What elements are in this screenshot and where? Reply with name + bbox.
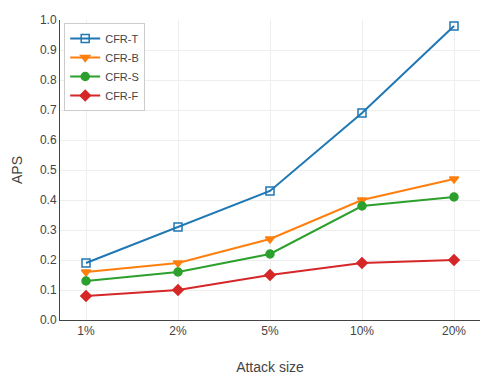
svg-text:0.8: 0.8 [40,73,57,87]
svg-text:CFR-B: CFR-B [105,52,139,64]
svg-text:Attack size: Attack size [236,359,304,375]
svg-text:0.9: 0.9 [40,43,57,57]
svg-text:10%: 10% [350,324,374,338]
svg-text:1%: 1% [77,324,95,338]
svg-text:CFR-T: CFR-T [105,33,138,45]
svg-text:0.6: 0.6 [40,133,57,147]
svg-text:0.3: 0.3 [40,223,57,237]
svg-text:0.5: 0.5 [40,163,57,177]
svg-text:0.1: 0.1 [40,283,57,297]
svg-text:1.0: 1.0 [40,13,57,27]
svg-text:0.2: 0.2 [40,253,57,267]
svg-text:2%: 2% [169,324,187,338]
svg-text:CFR-S: CFR-S [105,71,139,83]
svg-text:20%: 20% [442,324,466,338]
svg-text:5%: 5% [261,324,279,338]
svg-text:APS: APS [9,156,25,184]
svg-text:CFR-F: CFR-F [105,90,138,102]
svg-text:0.0: 0.0 [40,313,57,327]
svg-text:0.4: 0.4 [40,193,57,207]
svg-text:0.7: 0.7 [40,103,57,117]
